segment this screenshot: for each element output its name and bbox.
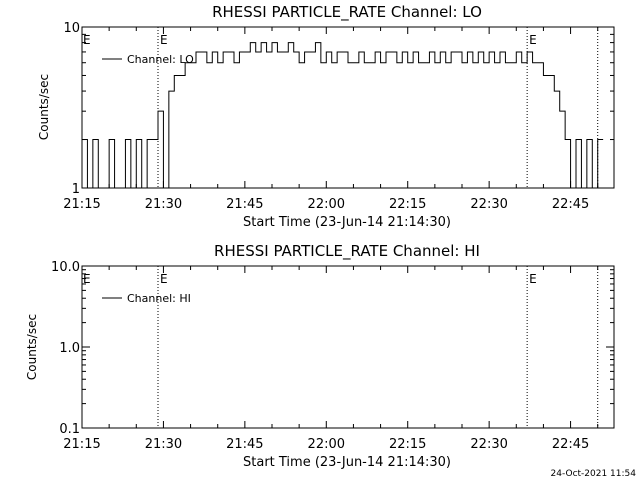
x-axis: 21:15 21:30 21:45 22:00 22:15 22:30 22:45 bbox=[63, 266, 599, 452]
x-tick-label: 22:00 bbox=[308, 197, 345, 212]
plot-frame bbox=[81, 26, 615, 189]
y-tick-label: 1 bbox=[72, 182, 80, 197]
plot-frame bbox=[81, 265, 615, 429]
data-series bbox=[82, 42, 604, 189]
hi-channel-panel: RHESSI PARTICLE_RATE Channel: HI 21:15 21… bbox=[25, 242, 615, 470]
event-marker-label: E bbox=[83, 272, 91, 286]
x-tick-label: 21:15 bbox=[63, 197, 100, 212]
event-marker-label: E bbox=[529, 272, 537, 286]
y-axis: 1 10 bbox=[63, 21, 614, 197]
chart-title: RHESSI PARTICLE_RATE Channel: HI bbox=[214, 242, 480, 261]
x-axis: 21:15 21:30 21:45 22:00 22:15 22:30 22:45 bbox=[63, 27, 599, 212]
x-tick-label: 22:30 bbox=[470, 437, 507, 452]
legend-label: Channel: LO bbox=[127, 53, 194, 66]
x-tick-label: 22:15 bbox=[389, 437, 426, 452]
event-markers: E EE bbox=[83, 266, 599, 428]
chart-title: RHESSI PARTICLE_RATE Channel: LO bbox=[212, 3, 482, 22]
lo-channel-panel: RHESSI PARTICLE_RATE Channel: LO 21:15 21… bbox=[37, 3, 615, 230]
timestamp: 24-Oct-2021 11:54 bbox=[551, 469, 637, 479]
legend-label: Channel: HI bbox=[127, 292, 191, 305]
x-tick-label: 21:30 bbox=[145, 197, 182, 212]
y-tick-label: 1.0 bbox=[59, 341, 80, 356]
event-marker-label: E bbox=[160, 33, 168, 47]
y-tick-label: 10.0 bbox=[51, 260, 80, 275]
y-axis-label: Counts/sec bbox=[25, 314, 39, 380]
x-tick-label: 22:45 bbox=[552, 197, 589, 212]
legend: Channel: LO bbox=[102, 53, 194, 66]
y-axis: 0.1 1.0 10.0 bbox=[51, 260, 614, 437]
x-tick-label: 22:15 bbox=[389, 197, 426, 212]
y-tick-label: 10 bbox=[63, 21, 80, 36]
x-tick-label: 21:45 bbox=[226, 437, 263, 452]
x-axis-label: Start Time (23-Jun-14 21:14:30) bbox=[243, 215, 451, 230]
event-markers: E EE bbox=[83, 27, 599, 188]
x-tick-label: 21:15 bbox=[63, 437, 100, 452]
event-marker-label: E bbox=[160, 272, 168, 286]
x-tick-label: 22:45 bbox=[552, 437, 589, 452]
event-marker-label: E bbox=[83, 33, 91, 47]
series-line bbox=[82, 42, 604, 189]
x-tick-label: 21:30 bbox=[145, 437, 182, 452]
y-tick-label: 0.1 bbox=[59, 422, 80, 437]
x-tick-label: 21:45 bbox=[226, 197, 263, 212]
x-tick-label: 22:00 bbox=[308, 437, 345, 452]
legend: Channel: HI bbox=[102, 292, 191, 305]
x-axis-label: Start Time (23-Jun-14 21:14:30) bbox=[243, 455, 451, 470]
event-marker-label: E bbox=[529, 33, 537, 47]
y-axis-label: Counts/sec bbox=[37, 74, 51, 140]
x-tick-label: 22:30 bbox=[470, 197, 507, 212]
